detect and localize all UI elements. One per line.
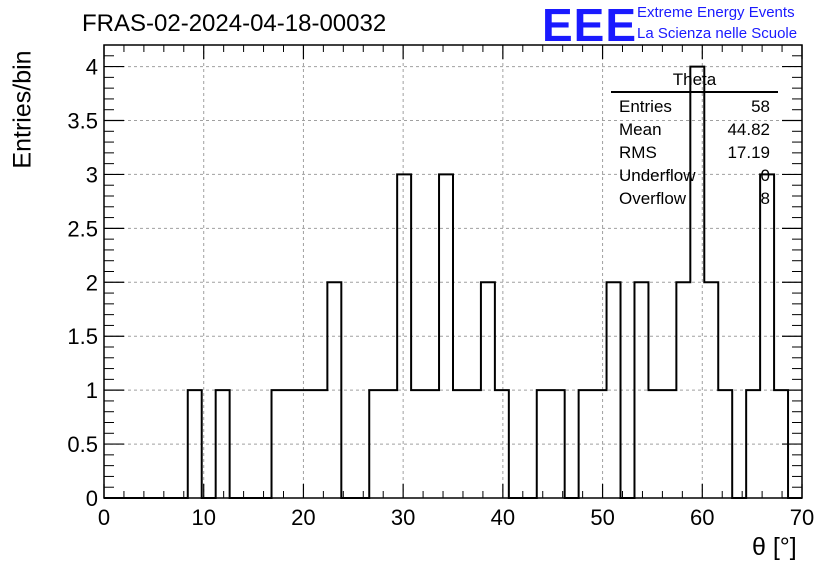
stats-value: 58: [751, 97, 770, 116]
logo-line-2: La Scienza nelle Scuole: [637, 25, 798, 42]
stats-value: 8: [760, 189, 770, 208]
stats-row: Entries 58: [611, 95, 778, 118]
x-tick-label: 0: [98, 505, 110, 530]
stats-label: Overflow: [619, 189, 687, 208]
y-tick-label: 0: [86, 486, 98, 511]
stats-value: 17.19: [727, 143, 770, 162]
stats-row: Overflow 8: [611, 187, 778, 210]
y-axis-label: Entries/bin: [8, 50, 37, 169]
stats-box: Theta Entries 58 Mean 44.82 RMS 17.19 Under…: [611, 70, 778, 210]
y-tick-label: 0.5: [67, 432, 98, 457]
x-tick-label: 70: [790, 505, 814, 530]
x-axis-label: θ [°]: [752, 533, 797, 561]
histogram-bin: [383, 390, 397, 498]
axis-tick-labels: 0 10 20 30 40 50 60 70 0 0.5 1 1.5 2 2.5 3 3.5 4: [67, 55, 814, 530]
x-tick-label: 20: [291, 505, 315, 530]
stats-label: Mean: [619, 120, 662, 139]
x-tick-label: 60: [690, 505, 714, 530]
eee-logo: EEE: [542, 0, 638, 51]
y-tick-label: 2.5: [67, 216, 98, 241]
y-tick-label: 3.5: [67, 109, 98, 134]
stats-row: Underflow 0: [611, 164, 778, 187]
chart-title: FRAS-02-2024-04-18-00032: [82, 10, 387, 37]
x-tick-label: 50: [590, 505, 614, 530]
x-tick-label: 10: [191, 505, 215, 530]
logo-line-1: Extreme Energy Events: [637, 4, 795, 21]
histogram-bin: [299, 390, 313, 498]
stats-value: 44.82: [727, 120, 770, 139]
stats-row: Mean 44.82: [611, 118, 778, 141]
stats-label: Underflow: [619, 166, 696, 185]
stats-value: 0: [760, 166, 770, 185]
y-tick-label: 1: [86, 378, 98, 403]
y-tick-label: 4: [86, 55, 98, 80]
axis-ticks: [103, 44, 803, 499]
x-tick-label: 30: [391, 505, 415, 530]
y-tick-label: 2: [86, 270, 98, 295]
histogram-bin: [216, 390, 230, 498]
stats-title: Theta: [611, 70, 778, 93]
stats-row: RMS 17.19: [611, 141, 778, 164]
y-tick-label: 1.5: [67, 324, 98, 349]
x-tick-label: 40: [491, 505, 515, 530]
y-tick-label: 3: [86, 162, 98, 187]
stats-label: RMS: [619, 143, 657, 162]
stats-label: Entries: [619, 97, 672, 116]
